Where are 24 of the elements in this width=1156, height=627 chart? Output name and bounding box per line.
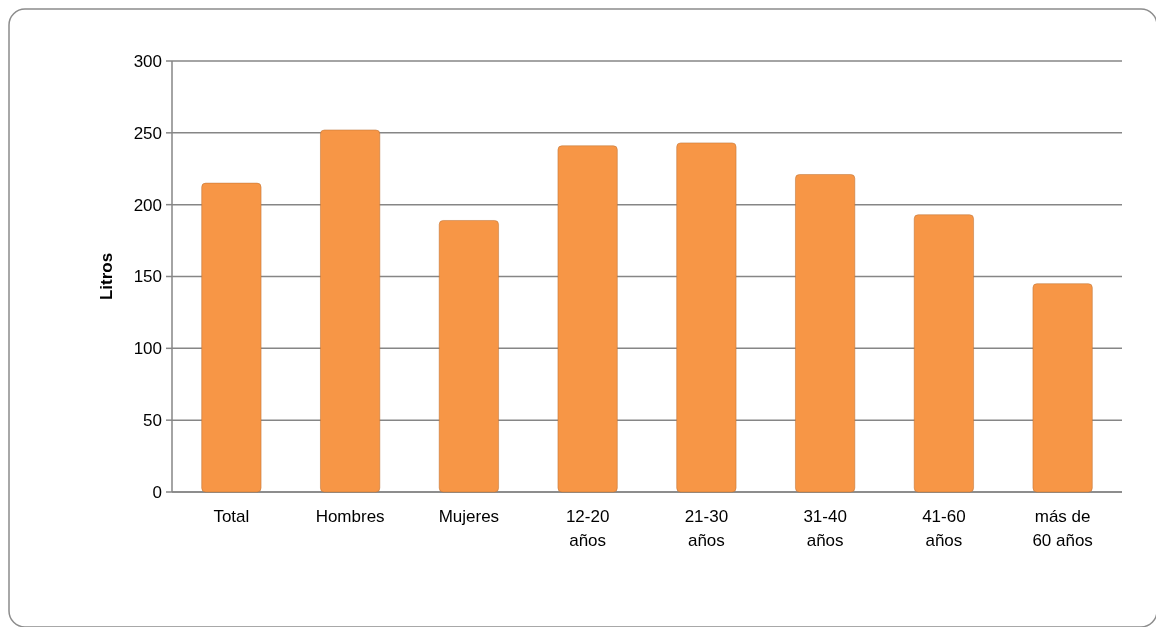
- x-tick-label: Mujeres: [438, 507, 500, 526]
- bar: [320, 129, 381, 493]
- bar: [913, 214, 974, 493]
- x-tick-label: Hombres: [315, 507, 385, 526]
- x-tick-label: 31-40 años: [803, 507, 847, 550]
- bar: [557, 145, 618, 493]
- y-tick-label: 0: [152, 482, 162, 502]
- y-tick-label: 250: [133, 123, 162, 143]
- y-axis-title: Litros: [97, 252, 116, 301]
- x-tick-label: 21-30 años: [684, 507, 729, 550]
- x-tick-label: Total: [213, 507, 250, 526]
- x-tick-label: 12-20 años: [565, 507, 610, 550]
- x-tick-label: 41-60 años: [922, 507, 966, 550]
- bar: [676, 142, 737, 493]
- bar: [1032, 283, 1093, 493]
- y-tick-label: 100: [133, 339, 162, 359]
- bar: [438, 220, 499, 493]
- y-tick-label: 300: [133, 51, 162, 71]
- y-tick-label: 200: [133, 195, 162, 215]
- x-tick-label: más de 60 años: [1032, 507, 1093, 550]
- bar: [201, 182, 262, 493]
- y-tick-label: 50: [143, 411, 162, 431]
- y-tick-label: 150: [133, 267, 162, 287]
- bar: [795, 174, 856, 493]
